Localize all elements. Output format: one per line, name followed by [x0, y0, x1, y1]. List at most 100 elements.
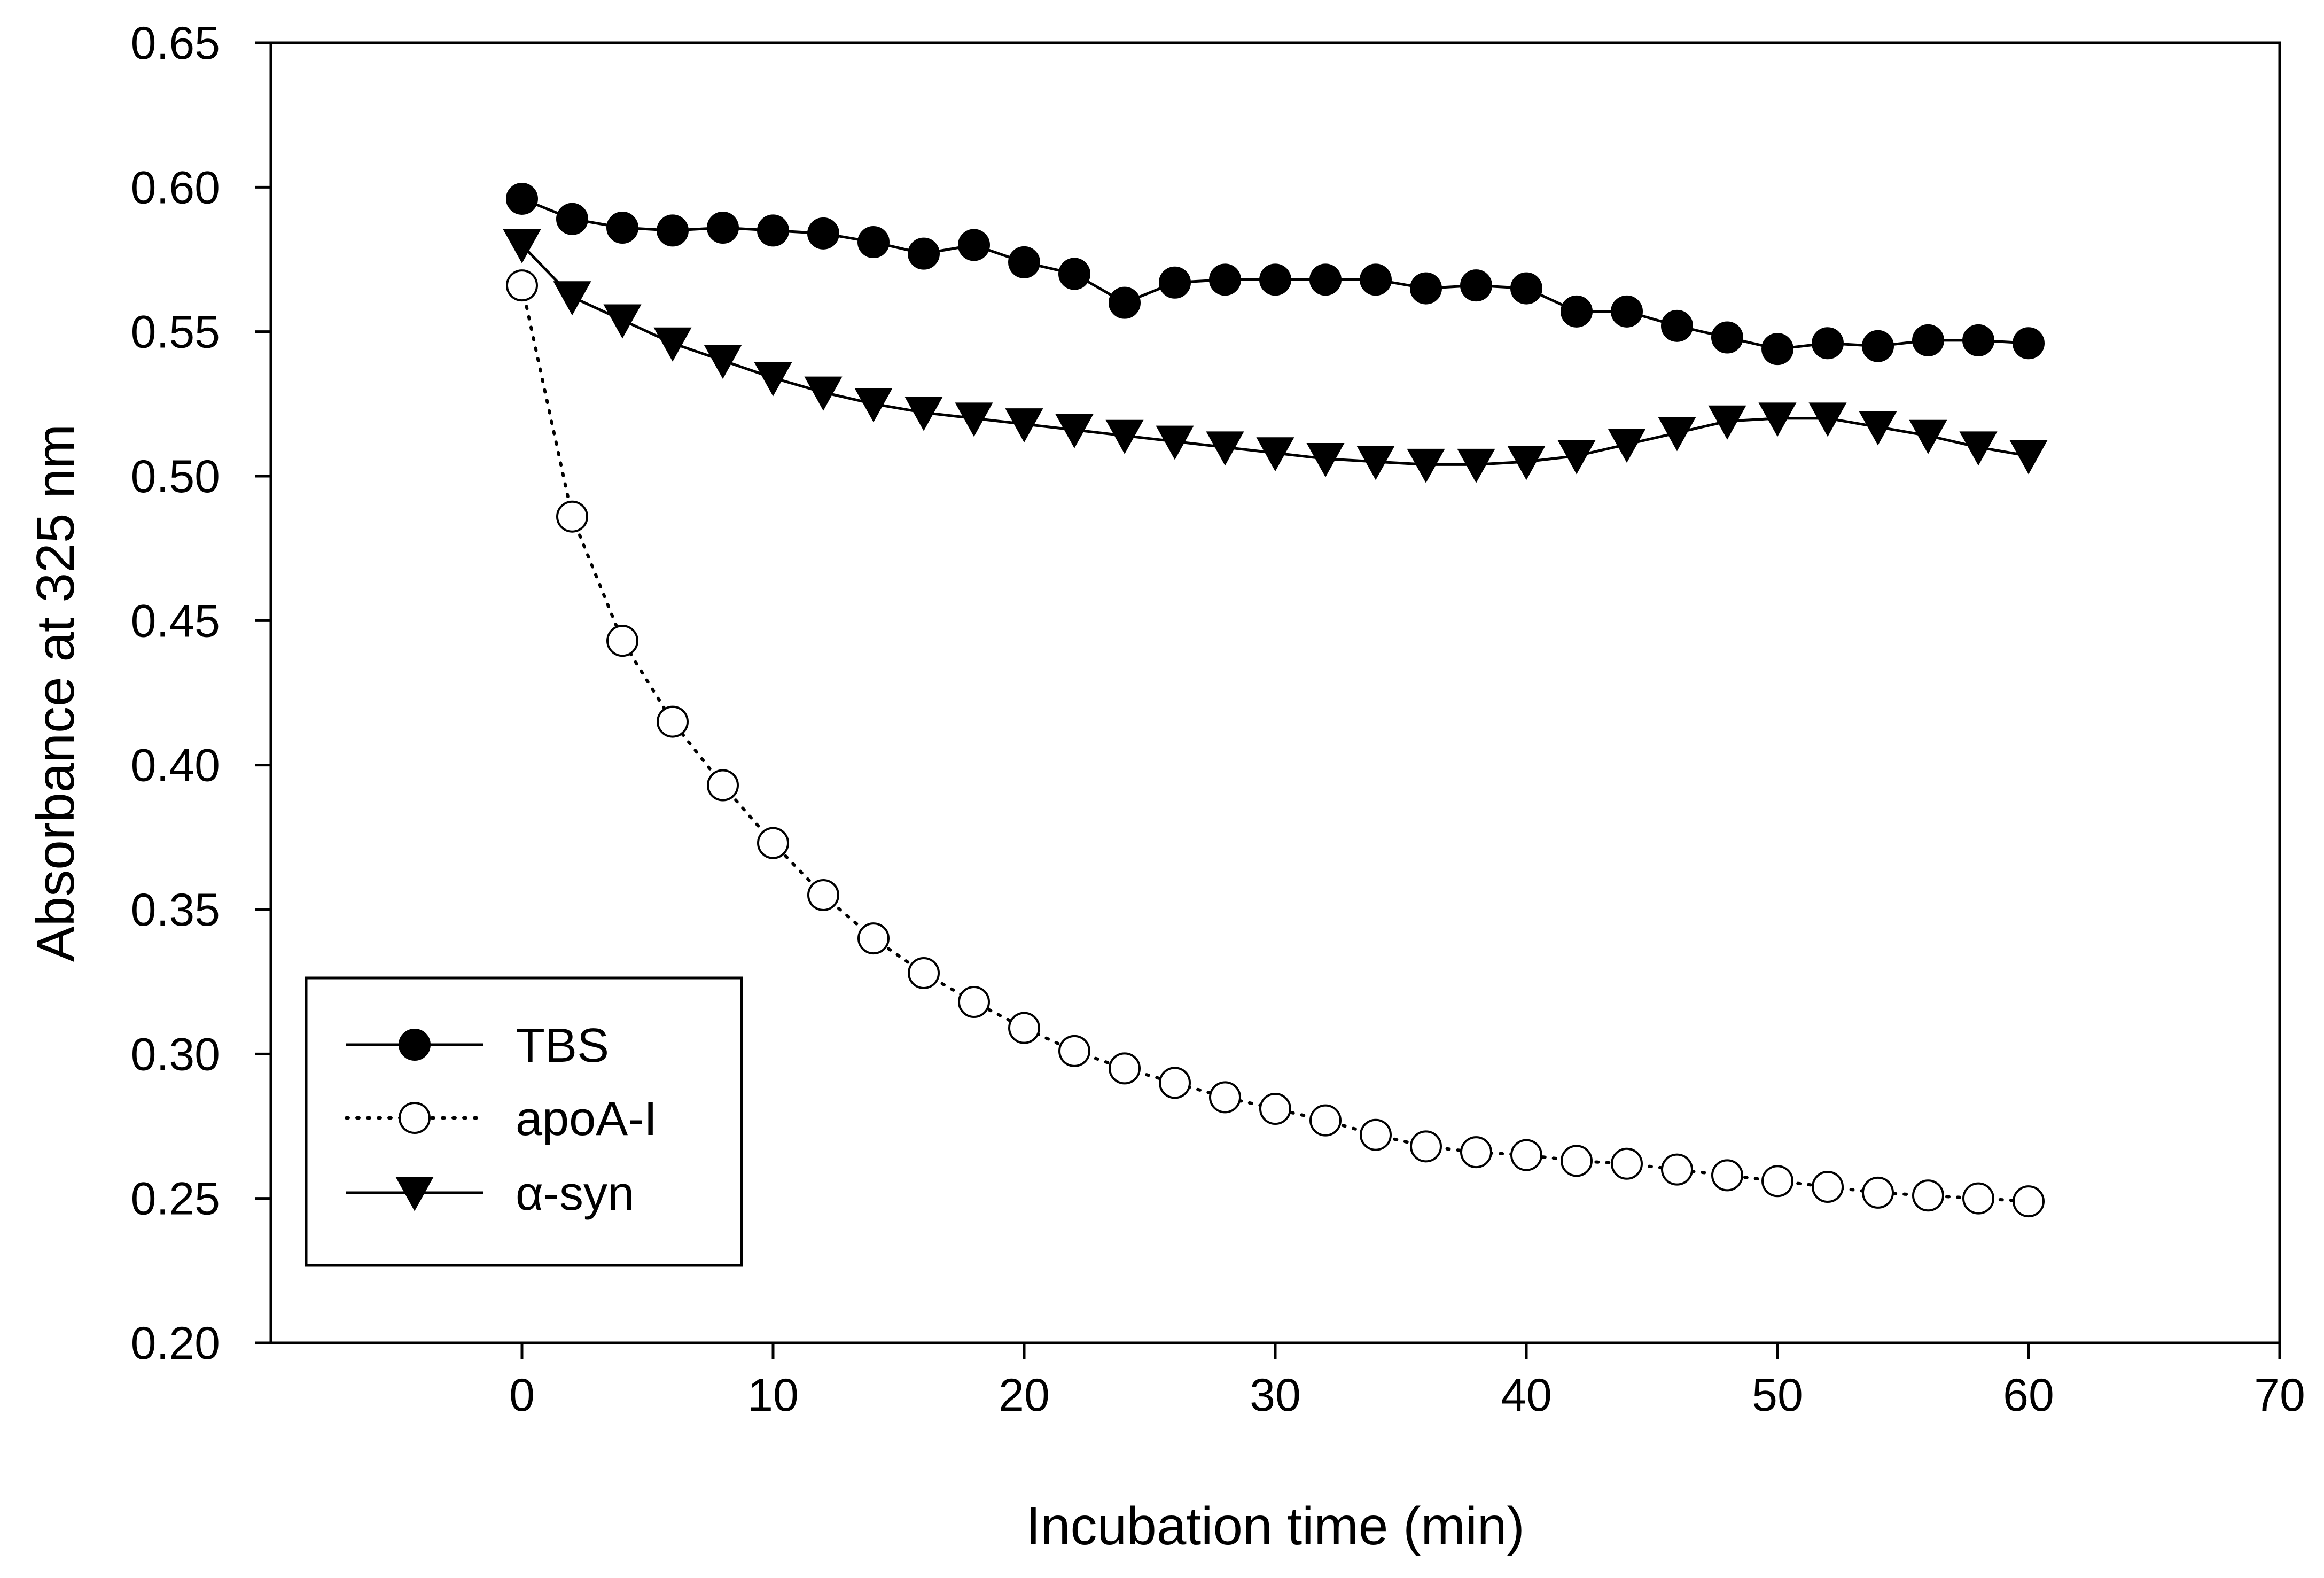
data-point-apoa-i	[606, 625, 638, 657]
data-point-alpha-syn	[1206, 431, 1244, 466]
data-point-apoa-i	[1309, 1104, 1342, 1137]
data-point-apoa-i	[1209, 1081, 1241, 1114]
data-point-tbs	[908, 237, 940, 270]
data-point-apoa-i	[1008, 1012, 1040, 1044]
data-point-alpha-syn	[1156, 425, 1194, 460]
y-tick-label: 0.35	[131, 884, 220, 936]
data-point-apoa-i	[807, 879, 839, 911]
data-point-apoa-i	[1410, 1130, 1442, 1163]
data-point-apoa-i	[1561, 1145, 1593, 1177]
y-tick-label: 0.45	[131, 595, 220, 647]
legend-marker-alpha-syn	[395, 1177, 434, 1211]
data-point-tbs	[1711, 321, 1743, 354]
series-apoa-i	[506, 269, 2045, 1218]
data-point-tbs	[657, 214, 689, 247]
data-point-alpha-syn	[1708, 405, 1746, 440]
y-tick-label: 0.20	[131, 1318, 220, 1369]
data-point-apoa-i	[657, 705, 689, 738]
legend-item-apoa-i: apoA-I	[345, 1092, 657, 1146]
data-point-alpha-syn	[1256, 437, 1294, 472]
data-point-apoa-i	[1912, 1179, 1944, 1212]
y-tick-label: 0.40	[131, 740, 220, 791]
data-point-alpha-syn	[1658, 417, 1696, 452]
legend-marker-tbs	[399, 1029, 431, 1061]
data-point-apoa-i	[1159, 1067, 1191, 1099]
data-point-apoa-i	[506, 269, 538, 302]
data-point-alpha-syn	[1909, 419, 1947, 454]
data-point-apoa-i	[757, 827, 789, 859]
legend-box	[305, 976, 743, 1267]
legend-label-alpha-syn: α-syn	[516, 1167, 634, 1221]
data-point-tbs	[1460, 269, 1492, 302]
data-point-apoa-i	[1661, 1153, 1693, 1186]
data-point-tbs	[807, 217, 839, 250]
series-tbs	[506, 182, 2045, 366]
data-point-tbs	[1109, 286, 1141, 319]
data-point-tbs	[1761, 333, 1793, 366]
data-point-tbs	[1159, 266, 1191, 299]
data-point-alpha-syn	[1055, 414, 1094, 448]
data-point-alpha-syn	[1557, 440, 1596, 475]
data-point-tbs	[1912, 324, 1944, 356]
data-point-tbs	[1008, 246, 1040, 278]
data-point-alpha-syn	[553, 281, 591, 316]
data-point-alpha-syn	[2009, 440, 2048, 475]
data-point-apoa-i	[1711, 1159, 1743, 1192]
data-point-tbs	[958, 229, 990, 261]
data-point-apoa-i	[1259, 1093, 1291, 1125]
data-point-tbs	[1058, 258, 1090, 290]
data-point-alpha-syn	[1356, 446, 1395, 480]
data-point-apoa-i	[1058, 1035, 1090, 1067]
data-point-apoa-i	[958, 986, 990, 1019]
data-point-alpha-syn	[1005, 408, 1043, 443]
data-point-alpha-syn	[503, 229, 541, 263]
data-point-alpha-syn	[1608, 428, 1646, 463]
x-tick-label: 30	[1250, 1370, 1301, 1421]
data-point-apoa-i	[707, 769, 739, 802]
data-point-apoa-i	[1962, 1182, 1994, 1215]
data-point-apoa-i	[1862, 1176, 1894, 1209]
data-point-tbs	[757, 214, 789, 247]
data-point-tbs	[1661, 309, 1693, 342]
x-tick-label: 70	[2254, 1370, 2305, 1421]
data-point-apoa-i	[857, 922, 890, 955]
legend-items: TBS apoA-I α-syn	[345, 1019, 657, 1221]
data-point-alpha-syn	[1407, 448, 1445, 483]
y-tick-label: 0.30	[131, 1029, 220, 1080]
y-tick-label: 0.25	[131, 1173, 220, 1225]
data-point-alpha-syn	[704, 345, 742, 379]
data-point-tbs	[1812, 327, 1844, 360]
data-point-apoa-i	[908, 957, 940, 989]
data-point-alpha-syn	[653, 327, 692, 362]
data-point-tbs	[2013, 327, 2045, 360]
y-tick-label: 0.60	[131, 162, 220, 213]
x-tick-label: 0	[509, 1370, 535, 1421]
data-point-apoa-i	[1761, 1165, 1793, 1198]
data-point-tbs	[1611, 295, 1643, 328]
x-axis-title: Incubation time (min)	[1026, 1496, 1525, 1556]
data-point-alpha-syn	[1306, 443, 1345, 477]
data-point-alpha-syn	[754, 362, 792, 397]
data-point-apoa-i	[1812, 1171, 1844, 1203]
data-point-alpha-syn	[955, 402, 993, 437]
data-point-tbs	[1259, 263, 1291, 296]
x-tick-label: 10	[747, 1370, 799, 1421]
data-point-alpha-syn	[904, 397, 943, 431]
y-axis-title: Absorbance at 325 nm	[26, 424, 85, 962]
data-point-alpha-syn	[1808, 402, 1847, 437]
y-tick-label: 0.50	[131, 451, 220, 502]
legend-label-tbs: TBS	[516, 1019, 609, 1072]
data-point-tbs	[1862, 330, 1894, 362]
data-point-tbs	[1209, 263, 1241, 296]
data-point-alpha-syn	[603, 304, 642, 339]
x-tick-label: 20	[999, 1370, 1050, 1421]
data-point-apoa-i	[556, 500, 588, 533]
data-point-tbs	[857, 226, 890, 259]
data-point-tbs	[1962, 324, 1994, 356]
data-point-tbs	[1309, 263, 1342, 296]
data-point-alpha-syn	[1758, 402, 1797, 437]
legend: TBS apoA-I α-syn	[305, 976, 743, 1267]
data-point-tbs	[707, 212, 739, 244]
legend-marker-apoa-i	[399, 1102, 431, 1134]
